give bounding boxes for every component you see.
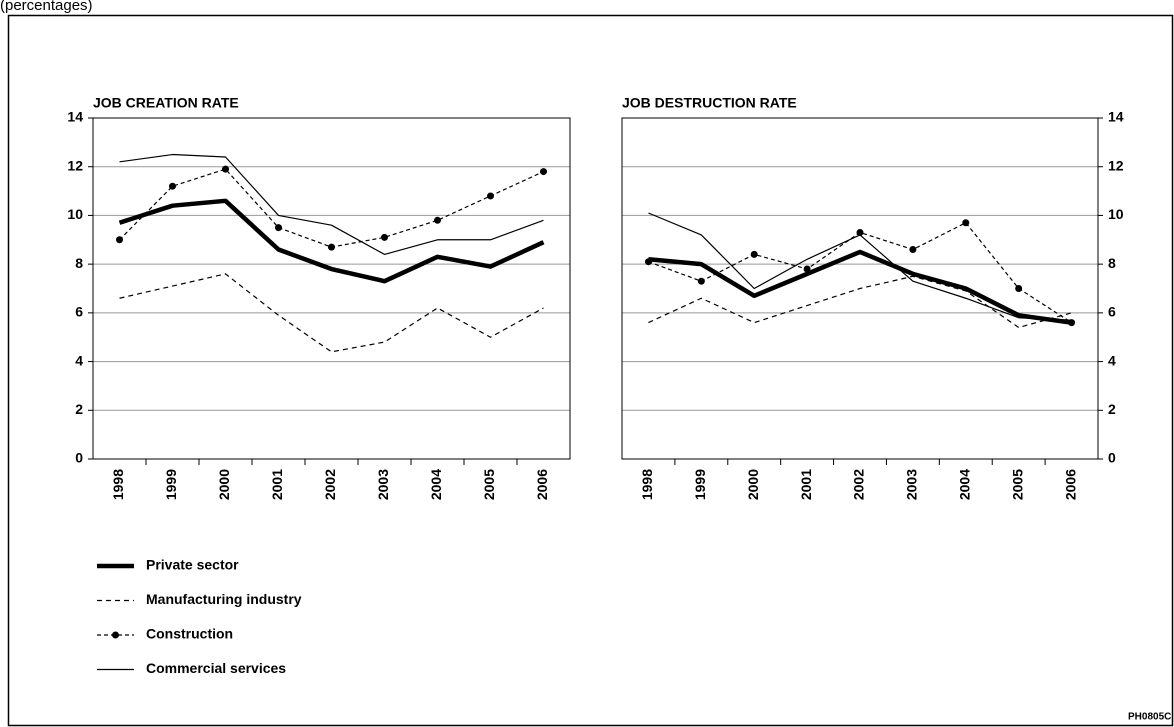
x-tick-label: 2006: [1062, 469, 1078, 500]
panel-title: JOB DESTRUCTION RATE: [622, 95, 797, 111]
y-tick-label: 14: [1108, 109, 1124, 125]
y-tick-label: 12: [1108, 157, 1124, 173]
plot-area: [621, 117, 1099, 460]
point-marker: [328, 243, 335, 251]
point-marker: [1068, 319, 1076, 327]
subtitle: (percentages): [0, 0, 93, 14]
legend-label: Private sector: [146, 557, 239, 573]
point-marker: [487, 192, 494, 200]
x-tick-label: 2000: [745, 469, 761, 500]
series-line: [119, 273, 544, 353]
y-tick-label: 8: [75, 255, 83, 271]
point-marker: [1015, 285, 1023, 292]
y-tick-label: 6: [75, 304, 83, 320]
x-tick-label: 2003: [375, 469, 391, 500]
x-tick-label: 1998: [639, 469, 655, 500]
series-line: [648, 212, 1072, 321]
y-tick-label: 10: [67, 206, 83, 222]
x-tick-label: 2002: [322, 469, 338, 500]
point-marker: [909, 246, 917, 254]
y-tick-label: 14: [67, 109, 83, 125]
point-marker: [169, 182, 176, 190]
point-marker: [116, 236, 123, 244]
y-tick-label: 10: [1108, 206, 1124, 222]
y-tick-label: 2: [1108, 401, 1116, 417]
x-tick-label: 1999: [163, 469, 179, 500]
point-marker: [275, 224, 282, 232]
y-tick-label: 0: [1108, 450, 1116, 466]
x-tick-label: 2005: [481, 469, 497, 500]
series-line: [648, 275, 1072, 329]
x-tick-label: 2005: [1009, 469, 1025, 500]
point-marker: [540, 168, 547, 176]
frame: [7, 14, 1174, 727]
y-tick-label: 2: [75, 401, 83, 417]
y-tick-label: 4: [1108, 352, 1116, 368]
x-tick-label: 2004: [956, 469, 972, 500]
x-tick-label: 2002: [851, 469, 867, 500]
legend-label: Commercial services: [146, 660, 286, 676]
x-tick-label: 1998: [110, 469, 126, 500]
point-marker: [644, 258, 652, 266]
y-tick-label: 0: [75, 450, 83, 466]
x-tick-label: 2001: [798, 469, 814, 500]
series-line: [648, 249, 1072, 325]
point-marker: [222, 165, 229, 173]
point-marker: [856, 228, 864, 236]
y-tick-label: 6: [1108, 304, 1116, 320]
x-tick-label: 2000: [216, 469, 232, 500]
series-line: [119, 153, 544, 255]
x-tick-label: 2001: [269, 469, 285, 500]
x-tick-label: 2004: [428, 469, 444, 500]
legend-label: Construction: [146, 626, 233, 642]
plot-area: [92, 117, 571, 460]
point-marker: [750, 250, 758, 258]
legend-marker: [112, 631, 119, 639]
legend-label: Manufacturing industry: [146, 591, 302, 607]
point-marker: [803, 265, 811, 273]
point-marker: [962, 219, 970, 227]
x-tick-label: 1999: [692, 469, 708, 500]
point-marker: [697, 277, 705, 285]
figure-code: PH0805C: [1128, 712, 1171, 723]
y-tick-label: 4: [75, 352, 83, 368]
panel-title: JOB CREATION RATE: [93, 95, 239, 111]
y-tick-label: 12: [67, 157, 83, 173]
x-tick-label: 2006: [534, 469, 550, 500]
point-marker: [381, 233, 388, 241]
x-tick-label: 2003: [904, 469, 920, 500]
y-tick-label: 8: [1108, 255, 1116, 271]
series-line: [118, 198, 545, 284]
series-line: [119, 168, 544, 248]
point-marker: [434, 216, 441, 224]
